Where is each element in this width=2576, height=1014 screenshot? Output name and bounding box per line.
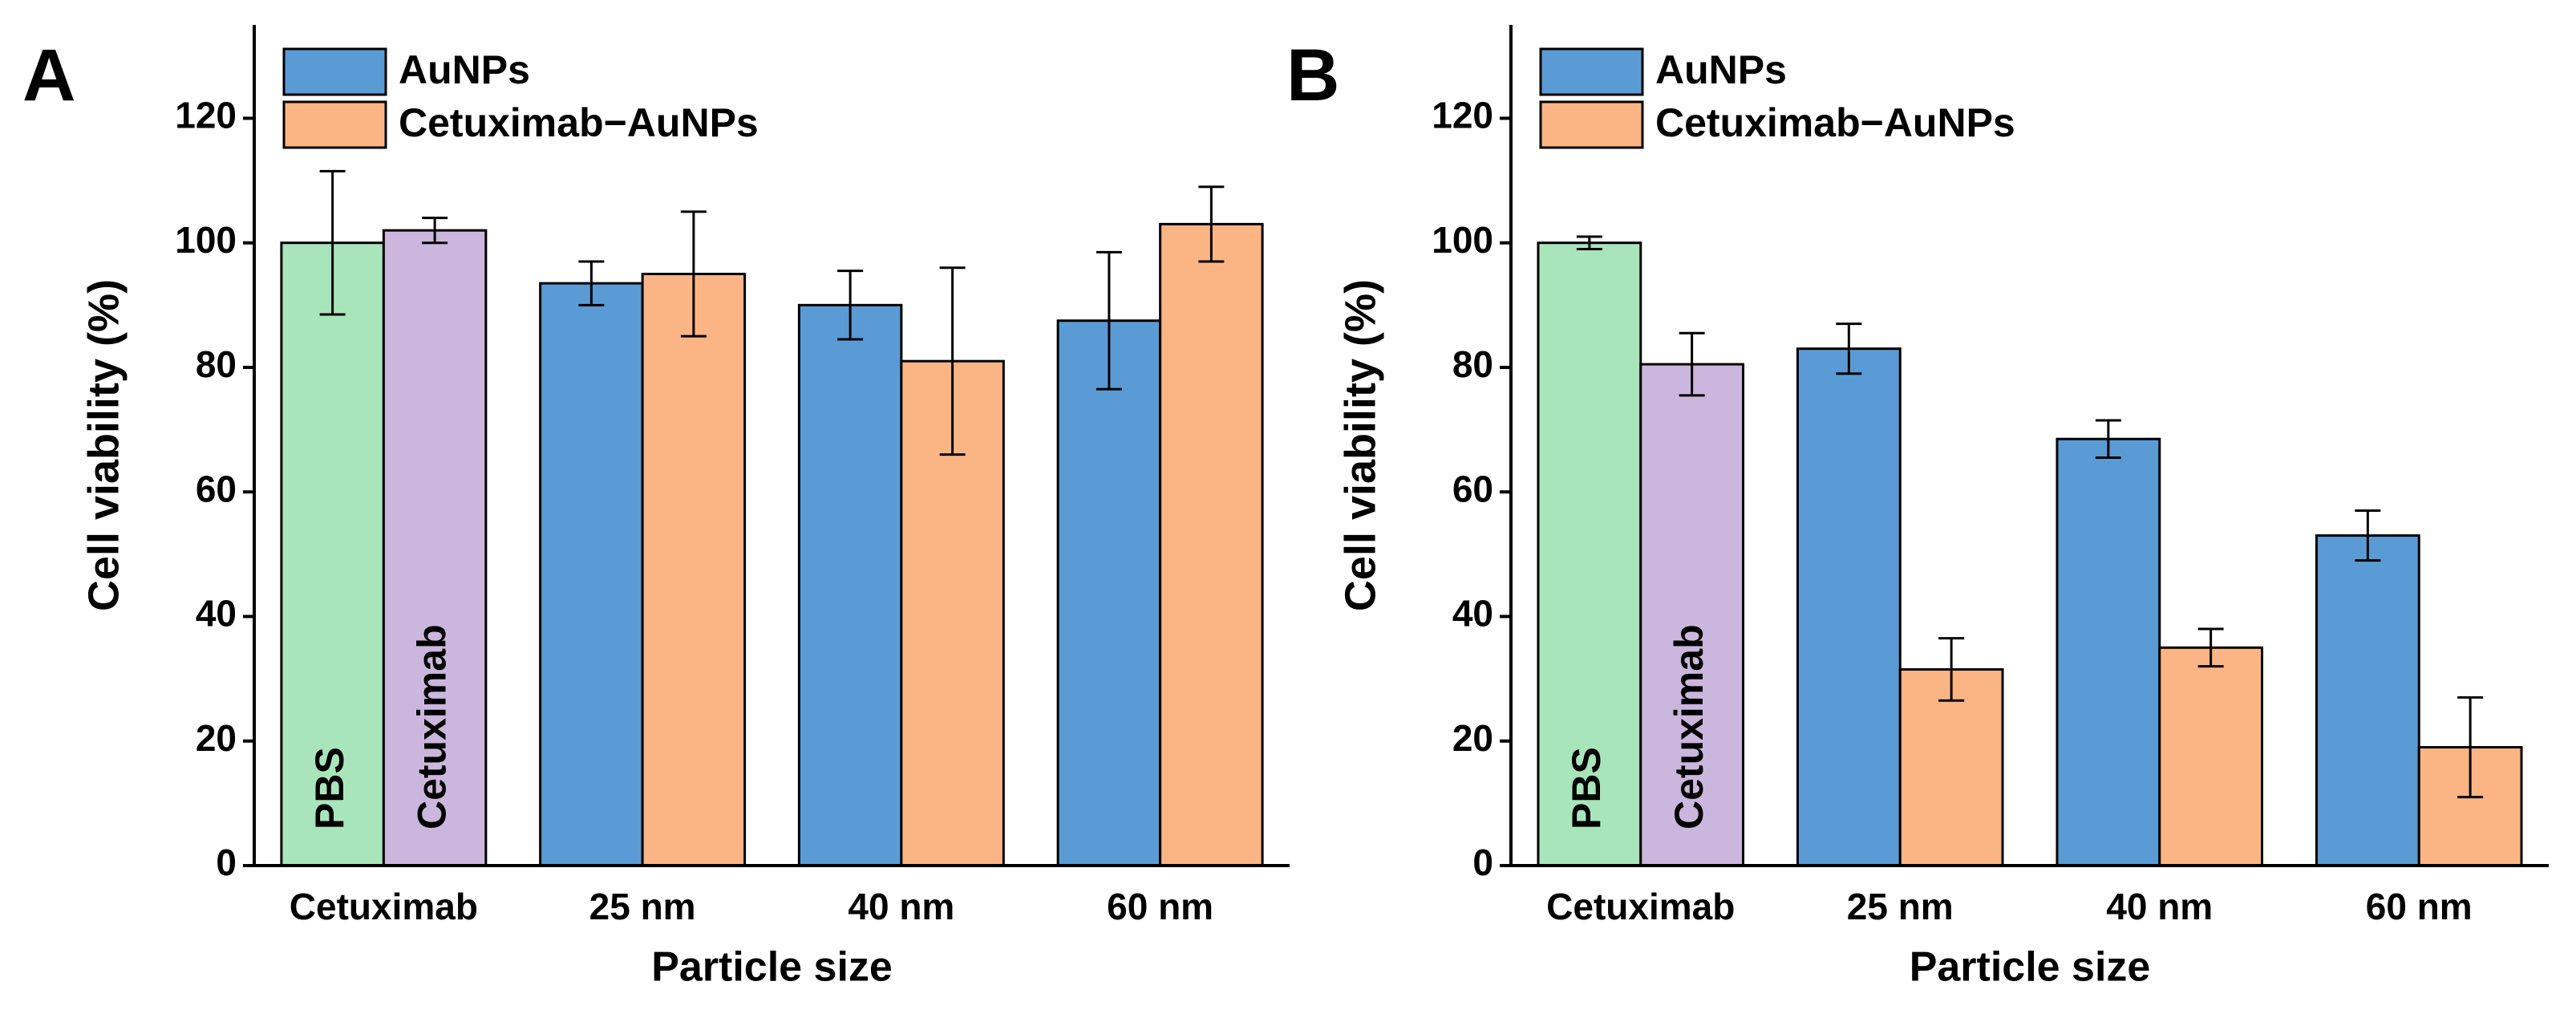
bar-label: Cetuximab xyxy=(409,624,454,829)
y-tick-label: 100 xyxy=(1432,219,1493,261)
y-tick-label: 60 xyxy=(1452,468,1493,509)
bar xyxy=(1056,319,1162,867)
bar xyxy=(641,273,747,867)
x-tick-label: Cetuximab xyxy=(290,886,478,927)
bar xyxy=(1159,222,1264,867)
y-tick-label: 0 xyxy=(1472,842,1493,883)
bar-label: Cetuximab xyxy=(1667,624,1711,829)
y-tick-label: 80 xyxy=(1452,343,1493,385)
bar xyxy=(1796,347,1902,867)
legend-label: AuNPs xyxy=(1655,47,1787,92)
bar xyxy=(2315,534,2420,867)
bar xyxy=(1639,363,1745,867)
x-tick-label: 60 nm xyxy=(1107,886,1213,927)
y-tick-label: 100 xyxy=(175,219,237,261)
x-tick-label: 25 nm xyxy=(589,886,696,927)
x-tick-label: 40 nm xyxy=(848,886,954,927)
legend-label: Cetuximab−AuNPs xyxy=(399,100,759,145)
legend-swatch xyxy=(282,100,387,149)
y-tick-label: 40 xyxy=(196,593,237,635)
y-axis-title: Cell viability (%) xyxy=(1336,279,1384,611)
x-axis-title: Particle size xyxy=(1910,944,2151,991)
y-tick-label: 20 xyxy=(1452,717,1493,759)
legend-swatch xyxy=(1539,100,1644,149)
y-tick-label: 80 xyxy=(196,343,237,385)
x-axis-title: Particle size xyxy=(651,944,893,991)
x-tick-label: 60 nm xyxy=(2366,886,2473,927)
legend-label: Cetuximab−AuNPs xyxy=(1655,100,2015,145)
y-tick-label: 20 xyxy=(196,717,237,759)
bar-label: PBS xyxy=(307,747,352,829)
bar xyxy=(280,241,385,867)
bar xyxy=(539,282,644,867)
y-axis-title: Cell viability (%) xyxy=(79,279,128,611)
y-tick-label: 0 xyxy=(216,842,237,883)
panel-label: A xyxy=(22,34,75,116)
bar-label: PBS xyxy=(1564,747,1609,829)
y-tick-label: 40 xyxy=(1452,593,1493,635)
legend-label: AuNPs xyxy=(399,47,530,92)
bar xyxy=(797,303,903,867)
legend-swatch xyxy=(282,47,387,96)
bar xyxy=(1898,667,2004,867)
y-tick-label: 120 xyxy=(175,95,237,136)
panel-label: B xyxy=(1286,34,1339,116)
y-tick-label: 60 xyxy=(196,468,237,509)
x-tick-label: Cetuximab xyxy=(1546,886,1735,927)
legend-swatch xyxy=(1539,47,1644,96)
bar xyxy=(2056,437,2161,867)
bar xyxy=(2158,646,2264,867)
x-tick-label: 40 nm xyxy=(2106,886,2213,927)
y-tick-label: 120 xyxy=(1432,95,1493,136)
x-tick-label: 25 nm xyxy=(1847,886,1954,927)
